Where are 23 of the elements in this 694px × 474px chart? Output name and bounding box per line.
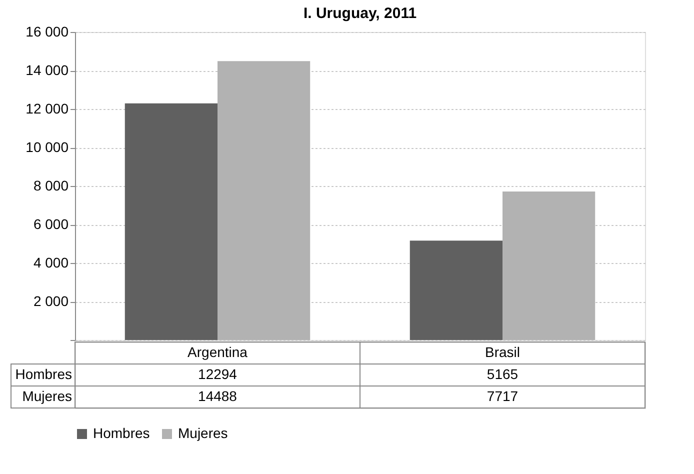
legend-label: Hombres bbox=[93, 425, 150, 441]
data-label: 12294 bbox=[198, 366, 238, 382]
y-tick-label: 12 000 bbox=[26, 100, 69, 116]
data-label: 5165 bbox=[486, 366, 518, 382]
y-tick-label: 14 000 bbox=[26, 62, 69, 78]
legend-label: Mujeres bbox=[178, 425, 228, 441]
y-tick-label: 8 000 bbox=[33, 178, 69, 194]
text: Hombres bbox=[15, 366, 72, 382]
chart-title: I. Uruguay, 2011 bbox=[303, 5, 417, 22]
y-tick-label: 16 000 bbox=[26, 24, 69, 40]
y-tick-label: 10 000 bbox=[26, 139, 69, 155]
y-tick-label: 6 000 bbox=[33, 216, 69, 232]
bar bbox=[410, 240, 502, 340]
data-label: 7717 bbox=[486, 388, 518, 404]
y-tick-label: 2 000 bbox=[33, 293, 69, 309]
bar bbox=[502, 191, 596, 340]
y-tick-label: 4 000 bbox=[33, 254, 69, 270]
bar bbox=[218, 61, 310, 340]
bar bbox=[124, 103, 218, 340]
x-tick-label: Brasil bbox=[484, 344, 520, 360]
x-tick-label: Argentina bbox=[188, 344, 248, 360]
text: Mujeres bbox=[22, 388, 72, 404]
data-label: 14488 bbox=[198, 388, 238, 404]
